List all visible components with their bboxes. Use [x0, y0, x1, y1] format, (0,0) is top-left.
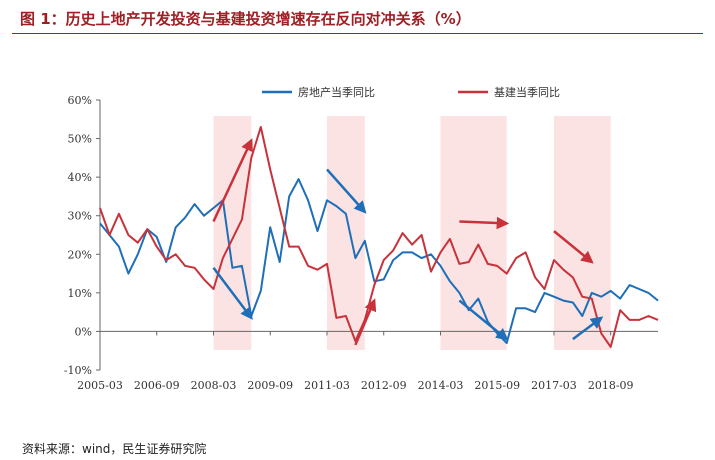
- legend: 房地产当季同比 基建当季同比: [262, 85, 560, 99]
- trend-arrow-7: [553, 230, 594, 264]
- shaded-band-3: [440, 116, 507, 350]
- shaded-band-2: [326, 116, 365, 350]
- y-tick-label: 50%: [68, 133, 92, 146]
- x-tick-label: 2012-09: [361, 379, 407, 392]
- x-tick-label: 2005-03: [77, 379, 123, 392]
- legend-label: 基建当季同比: [494, 85, 560, 99]
- x-tick-label: 2011-03: [304, 379, 350, 392]
- chart-title: 图 1：历史上地产开发投资与基建投资增速存在反向对冲关系（%）: [20, 10, 471, 28]
- y-tick-label: 40%: [68, 171, 92, 184]
- line-chart: -10% 0% 10% 20% 30% 40% 50% 60% 2005-03 2006-09 20…: [64, 85, 659, 392]
- y-tick-label: 20%: [68, 248, 92, 261]
- trend-arrow-3: [326, 168, 367, 214]
- shaded-bands: [213, 116, 611, 350]
- title-rule: [12, 33, 703, 34]
- trend-arrow-1: [212, 138, 253, 223]
- series-line-real-estate: [99, 178, 659, 344]
- y-tick-label: 10%: [68, 287, 92, 300]
- x-tick-label: 2006-09: [134, 379, 180, 392]
- title-bar: 图 1：历史上地产开发投资与基建投资增速存在反向对冲关系（%）: [0, 0, 715, 34]
- y-tick-label: -10%: [64, 364, 92, 377]
- x-tick-label: 2009-09: [247, 379, 293, 392]
- trend-arrow-4: [354, 298, 377, 346]
- x-tick-label: 2017-03: [531, 379, 577, 392]
- trend-arrow-8: [572, 316, 604, 341]
- trend-arrows: [212, 138, 604, 346]
- trend-arrow-2: [212, 267, 253, 320]
- x-tick-label: 2018-09: [588, 379, 634, 392]
- trend-arrow-6: [458, 299, 509, 341]
- series-line-infrastructure: [99, 126, 659, 348]
- y-tick-label: 60%: [68, 94, 92, 107]
- source-note: 资料来源：wind，民生证券研究院: [22, 442, 207, 456]
- trend-arrow-5: [459, 216, 510, 230]
- x-tick-label: 2015-09: [474, 379, 520, 392]
- y-tick-label: 30%: [68, 210, 92, 223]
- y-tick-label: 0%: [75, 325, 92, 338]
- legend-label: 房地产当季同比: [298, 85, 375, 99]
- axes: -10% 0% 10% 20% 30% 40% 50% 60% 2005-03 2006-09 20…: [64, 94, 658, 392]
- x-tick-label: 2014-03: [418, 379, 464, 392]
- x-tick-label: 2008-03: [191, 379, 237, 392]
- series-lines: [99, 126, 659, 348]
- shaded-band-4: [553, 116, 611, 350]
